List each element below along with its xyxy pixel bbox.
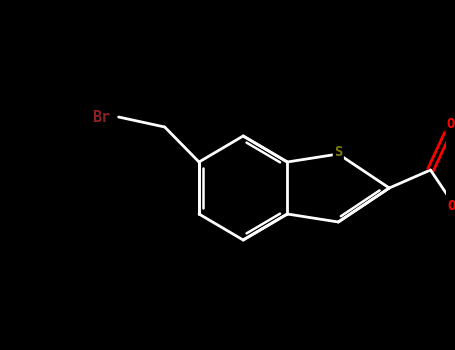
Text: O: O <box>448 199 455 213</box>
Text: O: O <box>446 117 454 131</box>
Text: Br: Br <box>92 110 110 125</box>
Text: S: S <box>334 145 343 159</box>
